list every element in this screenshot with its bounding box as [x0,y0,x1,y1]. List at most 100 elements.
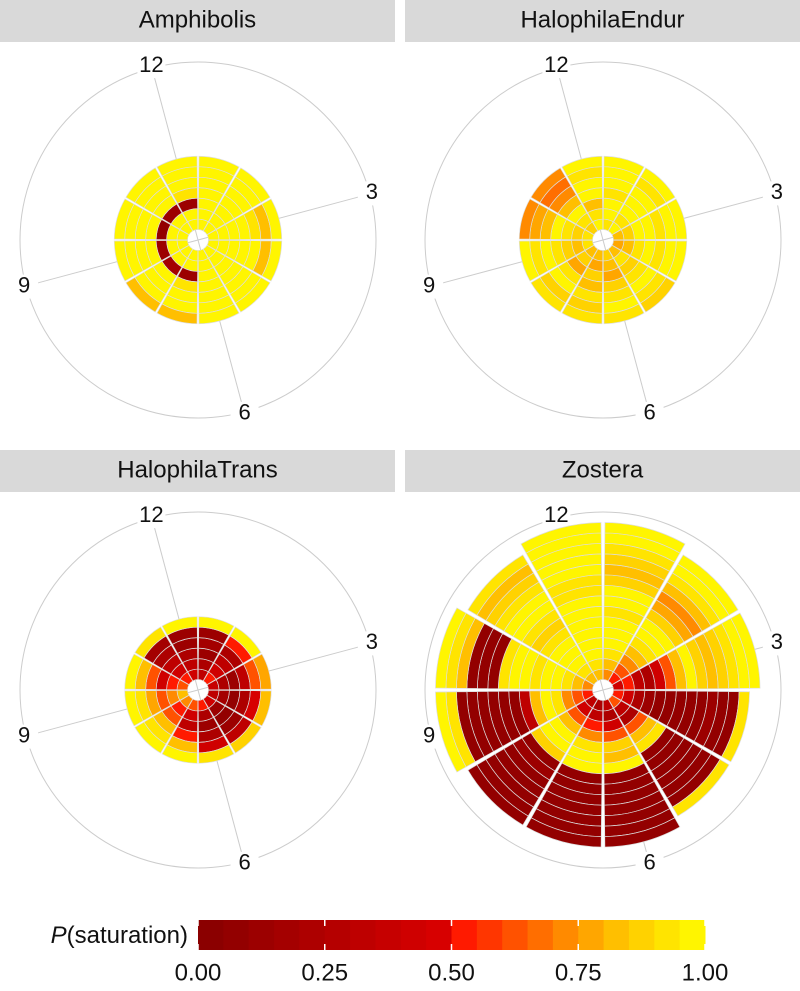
ring-cell [721,691,750,763]
colorbar-block [426,920,452,950]
tick-label-bg [230,401,259,426]
panel-header [405,0,800,42]
ring-cell [229,626,262,659]
ring-cell [671,758,730,817]
ring-cell [198,744,235,764]
angle-tick-label: 9 [18,272,30,297]
colorbar-block [451,920,478,950]
colorbar-block [527,920,554,950]
colorbar-block [603,920,630,950]
ring-cell [467,554,529,616]
ring-cell [125,167,162,204]
colorbar-title: P(saturation) [51,922,188,949]
angle-tick-label: 6 [643,400,655,425]
ring-cell [435,691,467,773]
colorbar-tick-label: 1.00 [682,959,729,986]
ring-cell [666,198,688,240]
ring-cell [252,653,272,690]
colorbar-tick-label: 0.50 [428,959,475,986]
colorbar-tick-label: 0.75 [555,959,602,986]
angle-tick-label: 3 [366,629,378,654]
panel-header [0,0,395,42]
ring-cell [124,690,144,727]
panel-header [405,450,800,492]
tick-label-bg [542,54,571,79]
outer-circle [19,511,377,869]
panel-title: Zostera [562,456,644,483]
colorbar-block [299,920,326,950]
ring-cell [525,817,602,848]
colorbar-block [578,920,605,950]
tick-label-bg [635,851,664,876]
ring-cell [156,303,198,325]
tick-label-bg [415,724,444,749]
angle-tick-label: 3 [771,179,783,204]
ring-cell [125,276,162,313]
angle-tick-label: 3 [366,179,378,204]
colorbar-block [552,920,579,950]
ring-cell [261,198,283,240]
ring-cell [677,554,739,616]
angle-tick-label: 6 [643,850,655,875]
ring-cell [198,303,240,325]
ring-cell [161,616,198,636]
colorbar-block [400,920,427,950]
panel-title: HalophilaEndur [520,6,684,33]
colorbar-block [375,920,402,950]
tick-label-bg [137,504,166,529]
tick-label-bg [762,631,791,656]
ring-cell [156,155,198,177]
ring-cell [467,764,529,826]
angle-tick-label: 12 [139,52,163,77]
angle-tick-label: 3 [771,629,783,654]
ring-cell [518,240,540,282]
tick-label-bg [357,631,386,656]
ring-cell [603,303,645,325]
colorbar-title-rest: (saturation) [67,922,188,949]
panel-header [0,450,395,492]
tick-label-bg [10,724,39,749]
angle-tick-label: 12 [139,502,163,527]
tick-label-bg [635,401,664,426]
angle-tick-label: 12 [544,502,568,527]
colorbar-tick-label: 0.25 [301,959,348,986]
colorbar-block [324,920,351,950]
angle-tick-label: 6 [238,400,250,425]
outer-circle [19,61,377,419]
ring-cell [518,198,540,240]
tick-label-bg [137,54,166,79]
panel-title: HalophilaTrans [117,456,278,483]
angle-tick-label: 6 [238,850,250,875]
ring-cell [520,522,602,554]
tick-label-bg [10,274,39,299]
colorbar-block [248,920,275,950]
ring-cell [261,240,283,282]
colorbar-title-italic: P [51,922,67,949]
colorbar-block [679,920,706,950]
colorbar-tick-label: 0.00 [175,959,222,986]
angle-tick-label: 9 [18,722,30,747]
ring-cell [435,607,467,689]
ring-cell [198,616,235,636]
ring-cell [666,240,688,282]
ring-cell [134,721,167,754]
tick-label-bg [230,851,259,876]
ring-cell [229,721,262,754]
angle-tick-label: 9 [423,272,435,297]
tick-label-bg [357,181,386,206]
ring-cell [730,612,761,689]
ring-cell [113,198,135,240]
ring-cell [604,817,681,848]
colorbar-block [274,920,300,950]
angle-tick-label: 12 [544,52,568,77]
ring-cell [639,167,676,204]
outer-circle [424,511,782,869]
ring-cell [234,276,271,313]
ring-cell [604,522,686,554]
colorbar-block [198,920,224,950]
ring-cell [530,276,567,313]
angle-tick-label: 9 [423,722,435,747]
tick-label-bg [415,274,444,299]
ring-cell [113,240,135,282]
